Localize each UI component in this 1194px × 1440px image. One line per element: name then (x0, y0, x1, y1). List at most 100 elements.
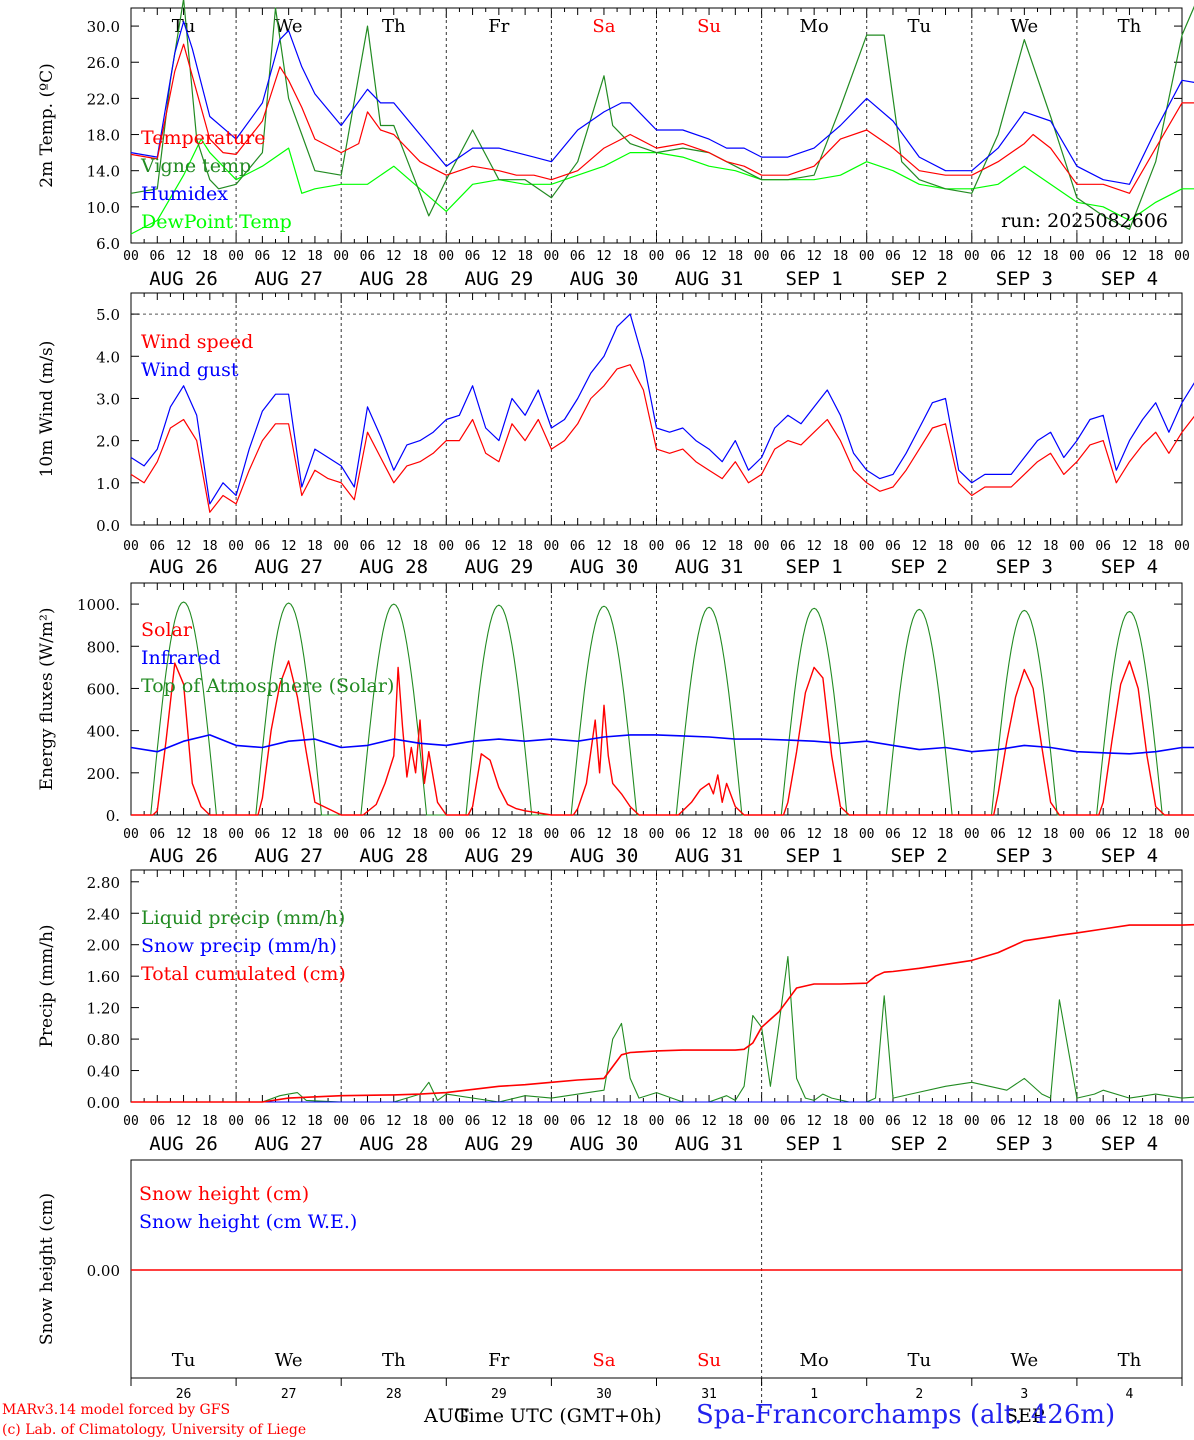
date-label: AUG 31 (675, 1133, 744, 1155)
series-line-0 (131, 660, 1194, 816)
y-tick-label: 800. (87, 638, 120, 656)
series-line-3 (130, 138, 1194, 235)
hour-tick-label: 18 (727, 249, 743, 264)
day-number-label: 4 (1126, 1387, 1134, 1402)
hour-tick-label: 18 (412, 539, 428, 554)
hour-tick-label: 12 (1017, 827, 1033, 842)
series-line-0 (131, 955, 1194, 1103)
date-label: SEP 2 (891, 845, 948, 867)
hour-tick-label: 06 (1095, 827, 1111, 842)
x-axis-title: Time UTC (GMT+0h) (456, 1405, 662, 1427)
weekday-label: Tu (172, 1350, 196, 1371)
hour-tick-label: 06 (255, 1114, 271, 1129)
hour-tick-label: 12 (386, 827, 402, 842)
hour-tick-label: 06 (255, 539, 271, 554)
legend-entry: DewPoint Temp (141, 211, 292, 233)
date-label: AUG 29 (465, 556, 534, 578)
weekday-label: We (1011, 16, 1039, 37)
date-label: AUG 29 (465, 845, 534, 867)
hour-tick-label: 00 (228, 1114, 244, 1129)
hour-tick-label: 06 (780, 539, 796, 554)
legend-entry: Wind gust (141, 359, 239, 381)
hour-tick-label: 06 (360, 1114, 376, 1129)
hour-tick-label: 12 (806, 249, 822, 264)
date-label: AUG 27 (254, 845, 323, 867)
date-label: SEP 1 (786, 845, 843, 867)
hour-tick-label: 18 (1148, 1114, 1164, 1129)
legend-entry: Top of Atmosphere (Solar) (141, 675, 394, 697)
hour-tick-label: 00 (1069, 1114, 1085, 1129)
date-label: AUG 28 (359, 556, 428, 578)
y-axis-label: 2m Temp. (ºC) (37, 63, 57, 188)
date-label: AUG 31 (675, 556, 744, 578)
y-tick-label: 26.0 (87, 54, 120, 72)
hour-tick-label: 00 (1069, 539, 1085, 554)
series-line-0 (130, 364, 1194, 513)
y-tick-label: 0.00 (87, 1262, 120, 1280)
hour-tick-label: 06 (149, 1114, 165, 1129)
legend-entry: Snow precip (mm/h) (141, 935, 337, 957)
hour-tick-label: 06 (1095, 539, 1111, 554)
y-tick-label: 1.60 (87, 968, 120, 986)
hour-tick-label: 00 (859, 249, 875, 264)
date-label: AUG 29 (465, 268, 534, 290)
model-credit: MARv3.14 model forced by GFS (c) Lab. of… (2, 1400, 306, 1440)
hour-tick-label: 12 (1017, 539, 1033, 554)
hour-tick-label: 12 (701, 539, 717, 554)
hour-tick-label: 18 (833, 539, 849, 554)
hour-tick-label: 00 (754, 827, 770, 842)
series-line-0 (130, 43, 1194, 194)
hour-tick-label: 12 (911, 249, 927, 264)
hour-tick-label: 12 (806, 827, 822, 842)
date-label: AUG 30 (570, 556, 639, 578)
hour-tick-label: 00 (544, 539, 560, 554)
y-tick-label: 1.20 (87, 1000, 120, 1018)
hour-tick-label: 18 (1148, 539, 1164, 554)
weekday-label: Tu (172, 16, 196, 37)
hour-tick-label: 00 (649, 827, 665, 842)
hour-tick-label: 18 (833, 827, 849, 842)
hour-tick-label: 06 (990, 249, 1006, 264)
date-label: AUG 28 (359, 845, 428, 867)
date-label: AUG 31 (675, 268, 744, 290)
date-label: SEP 4 (1101, 268, 1158, 290)
hour-tick-label: 18 (412, 249, 428, 264)
weekday-label: Th (1118, 16, 1142, 37)
date-label: SEP 2 (891, 1133, 948, 1155)
hour-tick-label: 18 (1148, 827, 1164, 842)
hour-tick-label: 00 (1069, 827, 1085, 842)
hour-tick-label: 00 (333, 827, 349, 842)
y-tick-label: 5.0 (96, 306, 120, 324)
hour-tick-label: 06 (149, 249, 165, 264)
date-label: SEP 3 (996, 845, 1053, 867)
weekday-label: Mo (800, 1350, 829, 1371)
y-tick-label: 18.0 (87, 127, 120, 145)
hour-tick-label: 18 (938, 827, 954, 842)
hour-tick-label: 18 (202, 827, 218, 842)
hour-tick-label: 00 (544, 249, 560, 264)
hour-tick-label: 18 (833, 249, 849, 264)
weekday-label: Su (697, 1350, 721, 1371)
day-number-label: 29 (491, 1387, 507, 1402)
day-number-label: 1 (810, 1387, 818, 1402)
weekday-label: Fr (488, 1350, 509, 1371)
hour-tick-label: 18 (622, 539, 638, 554)
hour-tick-label: 12 (911, 1114, 927, 1129)
date-label: AUG 26 (149, 845, 218, 867)
hour-tick-label: 00 (1069, 249, 1085, 264)
date-label: AUG 27 (254, 556, 323, 578)
y-tick-label: 200. (87, 765, 120, 783)
hour-tick-label: 00 (123, 249, 139, 264)
wind-panel: 5.0 4.0 3.0 2.0 1.0 0.0 Wind speed Wind gust 10m… (37, 292, 1194, 578)
date-label: SEP 1 (786, 268, 843, 290)
day-number-label: 27 (281, 1387, 297, 1402)
legend-entry: Wind speed (141, 331, 253, 353)
weekday-label: Th (1118, 1350, 1142, 1371)
y-tick-label: 6.0 (96, 235, 120, 253)
hour-tick-label: 00 (649, 249, 665, 264)
hour-tick-label: 12 (1017, 1114, 1033, 1129)
y-axis-label: Snow height (cm) (37, 1193, 57, 1345)
legend-entry: Liquid precip (mm/h) (141, 907, 345, 929)
hour-tick-label: 12 (1122, 1114, 1138, 1129)
